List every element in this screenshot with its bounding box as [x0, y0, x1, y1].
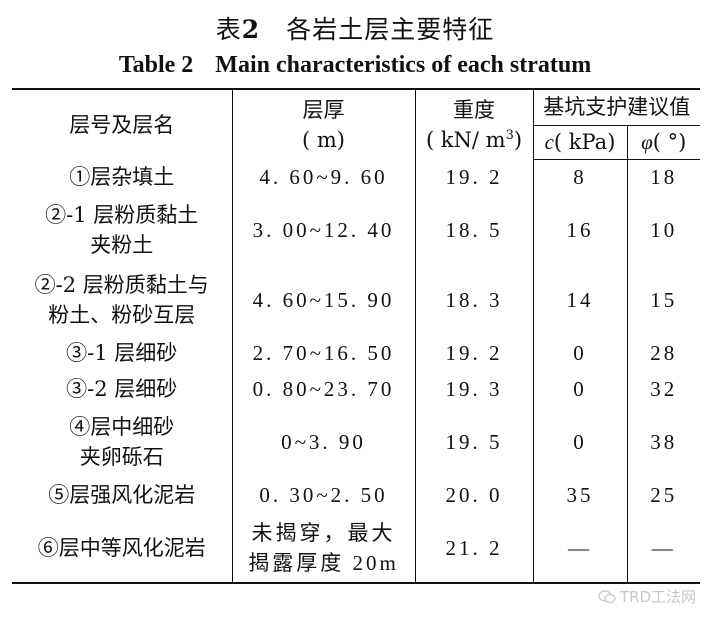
- table-row: ①层杂填土 4. 60~9. 60 19. 2 8 18: [12, 159, 700, 195]
- header-thickness: 层厚 ( m): [232, 88, 416, 159]
- cell-c: —: [533, 513, 628, 584]
- table-row: ⑤层强风化泥岩 0. 30~2. 50 20. 0 35 25: [12, 477, 700, 513]
- header-layer: 层号及层名: [12, 88, 233, 159]
- cell-thickness-line: 0. 80~23. 70: [252, 377, 395, 401]
- cell-thickness: 0. 30~2. 50: [232, 477, 416, 513]
- cell-layer-line: ③-2 层细砂: [66, 377, 178, 401]
- cell-layer-line: 夹卵砾石: [79, 445, 164, 469]
- cell-layer-line: ⑤层强风化泥岩: [48, 483, 196, 507]
- cell-c: 0: [533, 335, 628, 371]
- cell-weight: 18. 3: [415, 265, 534, 335]
- cell-thickness-line: 0~3. 90: [281, 430, 366, 454]
- cell-weight: 20. 0: [415, 477, 534, 513]
- cell-weight: 19. 5: [415, 407, 534, 477]
- header-weight: 重度 ( kN/ m3): [415, 88, 534, 159]
- cell-layer: ⑤层强风化泥岩: [12, 477, 233, 513]
- cell-phi: 28: [650, 341, 678, 365]
- cell-c: 14: [533, 265, 628, 335]
- cell-thickness-line: 未揭穿，最大: [251, 520, 396, 545]
- cell-c: 16: [533, 195, 628, 265]
- weight-unit-close: ): [513, 127, 523, 152]
- cell-layer: ②-2 层粉质黏土与 粉土、粉砂互层: [12, 265, 233, 335]
- cell-layer: ④层中细砂夹卵砾石: [12, 407, 233, 477]
- cell-thickness: 0. 80~23. 70: [232, 371, 416, 407]
- cell-thickness-line: 4. 60~9. 60: [259, 165, 388, 189]
- cell-layer: ①层杂填土: [12, 159, 233, 195]
- table-row: ②-2 层粉质黏土与 粉土、粉砂互层 4. 60~15. 90 18. 3 14 15: [12, 265, 700, 335]
- table-body: ①层杂填土 4. 60~9. 60 19. 2 8 18 ②-1 层粉质黏土 夹粉土 3. 0…: [12, 159, 700, 584]
- cell-layer: ③-1 层细砂: [12, 335, 233, 371]
- cell-thickness: 4. 60~9. 60: [232, 159, 416, 195]
- phi-unit: ( °): [652, 130, 687, 154]
- header-thickness-unit: ( m): [302, 127, 345, 152]
- title-cn-label: 表: [215, 15, 242, 44]
- cell-thickness-line: 揭露厚度 20m: [248, 550, 399, 575]
- title-cn-text: 各岩土层主要特征: [286, 15, 495, 44]
- cell-weight: 19. 2: [415, 335, 534, 371]
- phi-symbol: φ: [641, 130, 653, 154]
- cell-phi: 32: [650, 377, 678, 401]
- cell-layer-line: ③-1 层细砂: [66, 341, 178, 365]
- weight-unit-text: ( kN/ m: [425, 127, 506, 152]
- cell-layer-line: ⑥层中等风化泥岩: [37, 535, 206, 560]
- table-row: ④层中细砂夹卵砾石 0~3. 90 19. 5 0 38: [12, 407, 700, 477]
- header-weight-unit: ( kN/ m3): [416, 125, 533, 155]
- cell-layer: ③-2 层细砂: [12, 371, 233, 407]
- cell-thickness-line: 0. 30~2. 50: [259, 483, 388, 507]
- cell-layer: ②-1 层粉质黏土 夹粉土: [12, 195, 233, 265]
- cell-layer-line: ②-1 层粉质黏土: [45, 203, 199, 227]
- cell-thickness: 3. 00~12. 40: [232, 195, 416, 265]
- cell-c: 8: [533, 159, 628, 195]
- header-weight-label: 重度: [453, 97, 495, 122]
- cell-phi: —: [627, 513, 700, 584]
- cell-phi: 38: [650, 430, 678, 454]
- wechat-icon: [598, 589, 616, 603]
- cell-layer-line: ④层中细砂: [69, 415, 175, 439]
- header-phi: φ( °): [627, 125, 700, 160]
- cell-phi: 10: [650, 218, 678, 242]
- cell-thickness: 2. 70~16. 50: [232, 335, 416, 371]
- table-row: ③-2 层细砂 0. 80~23. 70 19. 3 0 32: [12, 371, 700, 407]
- watermark: TRD工法网: [598, 586, 696, 607]
- cell-weight: 19. 2: [415, 159, 534, 195]
- cell-c: 35: [533, 477, 628, 513]
- cell-thickness-line: 2. 70~16. 50: [252, 341, 395, 365]
- table-row: ⑥层中等风化泥岩 未揭穿，最大 揭露厚度 20m 21. 2— —: [12, 513, 700, 584]
- title-en-label: Table 2: [118, 52, 194, 78]
- cell-thickness: 0~3. 90: [232, 407, 416, 477]
- cell-phi: 18: [650, 165, 678, 190]
- header-c: c( kPa): [533, 125, 628, 160]
- cell-thickness: 未揭穿，最大 揭露厚度 20m: [232, 513, 416, 584]
- weight-unit-sup: 3: [505, 127, 514, 143]
- c-symbol: c: [544, 130, 554, 154]
- cell-layer-line: 夹粉土: [90, 233, 154, 257]
- cell-thickness: 4. 60~15. 90: [232, 265, 416, 335]
- cell-c: 0: [533, 371, 628, 407]
- c-unit: ( kPa): [553, 130, 616, 154]
- cell-phi: 15: [650, 288, 678, 312]
- cell-weight: 19. 3: [415, 371, 534, 407]
- table-row: ③-1 层细砂 2. 70~16. 50 19. 2 0 28: [12, 335, 700, 371]
- cell-weight: 18. 5: [415, 195, 534, 265]
- cell-layer-line: ②-2 层粉质黏土与: [34, 273, 209, 297]
- table-title-en: Table 2 Main characteristics of each stra…: [0, 52, 710, 79]
- cell-layer-line: 粉土、粉砂互层: [48, 303, 196, 327]
- header-thickness-label: 层厚: [302, 97, 345, 122]
- cell-layer-line: ①层杂填土: [69, 165, 175, 189]
- cell-thickness-line: 3. 00~12. 40: [252, 218, 395, 242]
- title-cn-number: 2: [241, 15, 261, 44]
- header-support: 基坑支护建议值: [533, 88, 700, 126]
- watermark-text: TRD工法网: [619, 588, 696, 606]
- cell-c: 0: [533, 407, 628, 477]
- table-row: ②-1 层粉质黏土 夹粉土 3. 00~12. 40 18. 5 16 10: [12, 195, 700, 265]
- cell-weight: 21. 2: [415, 513, 534, 584]
- cell-thickness-line: 4. 60~15. 90: [252, 288, 395, 312]
- title-en-text: Main characteristics of each stratum: [215, 52, 592, 78]
- cell-layer: ⑥层中等风化泥岩: [12, 513, 233, 584]
- strata-table: 层号及层名 层厚 ( m) 重度 ( kN/ m3) 基坑支护建议值 c( kP…: [12, 88, 700, 584]
- cell-phi: 25: [650, 483, 678, 507]
- table-title-cn: 表2 各岩土层主要特征: [0, 10, 710, 46]
